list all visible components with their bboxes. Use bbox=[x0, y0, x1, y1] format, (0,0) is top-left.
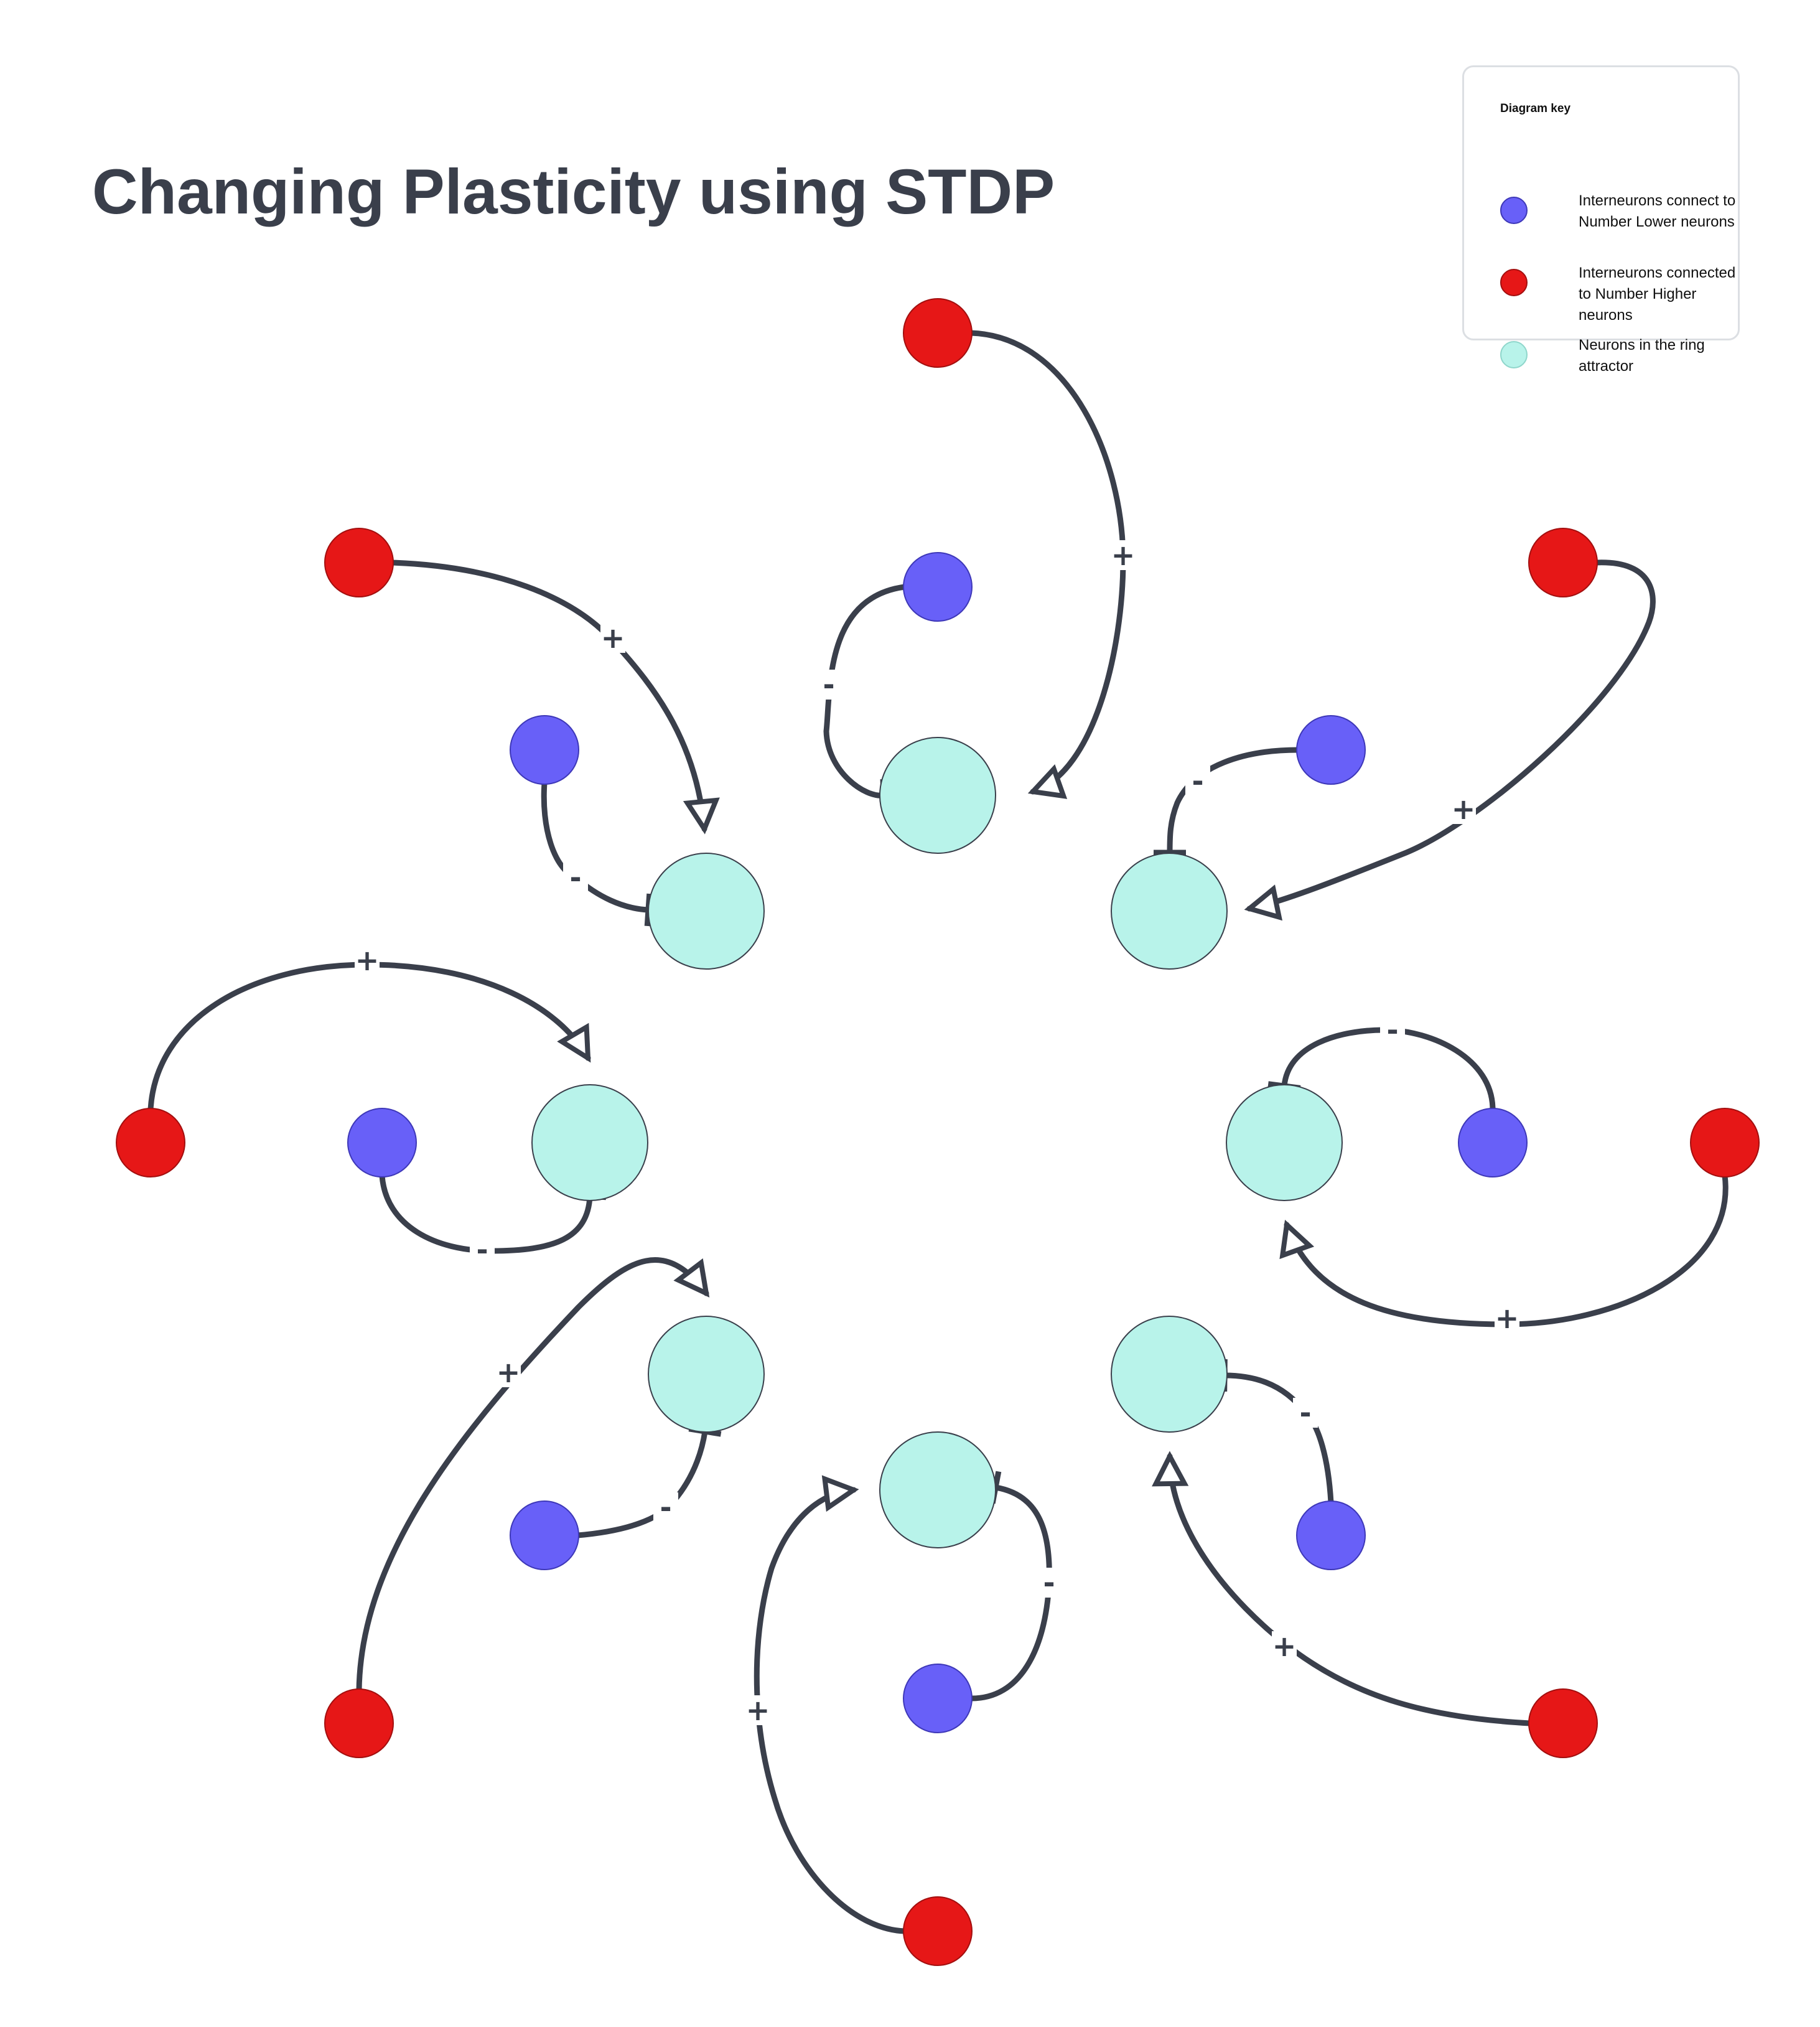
higher-interneuron-1 bbox=[1528, 528, 1598, 597]
ring-neuron-6 bbox=[531, 1084, 648, 1201]
inhibitory-sign-5: - bbox=[660, 1491, 671, 1524]
inhibitory-connection-3 bbox=[1221, 1372, 1334, 1505]
inhibitory-label-bg-6 bbox=[470, 1235, 495, 1265]
excitatory-sign-2: + bbox=[1495, 1301, 1519, 1335]
inhibitory-sign-4: - bbox=[1043, 1566, 1055, 1599]
excitatory-arrowhead-6 bbox=[557, 1023, 591, 1063]
inhibitory-label-bg-7 bbox=[563, 863, 588, 892]
ring-neuron-5 bbox=[648, 1316, 765, 1433]
higher-interneuron-7 bbox=[324, 528, 394, 597]
lower-interneuron-6 bbox=[347, 1108, 417, 1177]
red-circle-icon bbox=[1500, 269, 1528, 296]
lower-interneuron-3 bbox=[1296, 1500, 1366, 1570]
higher-interneuron-4 bbox=[903, 1896, 973, 1966]
excitatory-label-bg-7 bbox=[600, 623, 625, 653]
inhibitory-label-bg-0 bbox=[816, 670, 841, 700]
ring-neuron-7 bbox=[648, 853, 765, 970]
ring-neuron-0 bbox=[879, 737, 996, 854]
excitatory-sign-6: + bbox=[355, 943, 380, 977]
inhibitory-connection-7 bbox=[541, 780, 651, 913]
excitatory-connection-3 bbox=[1167, 1453, 1533, 1726]
legend-label-lower: Interneurons connect to Number Lower neu… bbox=[1579, 192, 1736, 230]
excitatory-arrowhead-1 bbox=[1244, 884, 1282, 921]
inhibitory-sign-7: - bbox=[569, 861, 581, 894]
inhibitory-connection-1 bbox=[1167, 747, 1301, 856]
excitatory-label-bg-5 bbox=[496, 1357, 521, 1387]
excitatory-sign-4: + bbox=[746, 1693, 770, 1727]
excitatory-arrowhead-2 bbox=[1279, 1219, 1315, 1260]
excitatory-label-bg-1 bbox=[1451, 794, 1476, 824]
connection-signs: + - + - + - + - + - + - + - + - bbox=[355, 538, 1519, 1727]
excitatory-sign-0: + bbox=[1111, 538, 1136, 572]
higher-interneuron-0 bbox=[903, 298, 973, 368]
excitatory-arrowhead-0 bbox=[1027, 764, 1068, 799]
excitatory-label-bg-3 bbox=[1272, 1631, 1297, 1661]
excitatory-sign-5: + bbox=[497, 1355, 521, 1389]
inhibitory-label-bg-4 bbox=[1037, 1568, 1062, 1598]
excitatory-arrowhead-5 bbox=[673, 1258, 710, 1298]
excitatory-connection-0 bbox=[968, 330, 1126, 795]
lower-interneuron-7 bbox=[510, 715, 579, 785]
higher-interneuron-6 bbox=[116, 1108, 185, 1177]
legend-label-higher: Interneurons connected to Number Higher … bbox=[1579, 264, 1736, 324]
inhibitory-label-bg-2 bbox=[1380, 1015, 1405, 1045]
excitatory-arrowhead-3 bbox=[1152, 1451, 1189, 1487]
excitatory-arrowhead-7 bbox=[683, 797, 720, 835]
inhibitory-sign-1: - bbox=[1192, 764, 1203, 798]
inhibitory-sign-6: - bbox=[476, 1233, 488, 1266]
ring-neuron-1 bbox=[1111, 853, 1228, 970]
excitatory-label-bg-4 bbox=[745, 1695, 770, 1725]
excitatory-sign-3: + bbox=[1272, 1629, 1297, 1663]
excitatory-sign-1: + bbox=[1452, 792, 1476, 826]
excitatory-connection-4 bbox=[754, 1487, 908, 1934]
inhibitory-label-bg-1 bbox=[1185, 766, 1210, 796]
lower-interneuron-1 bbox=[1296, 715, 1366, 785]
excitatory-label-bg-0 bbox=[1111, 540, 1136, 570]
lower-interneuron-5 bbox=[510, 1500, 579, 1570]
excitatory-connection-6 bbox=[147, 962, 591, 1113]
teal-circle-icon bbox=[1500, 341, 1528, 368]
excitatory-label-bg-6 bbox=[355, 945, 380, 975]
excitatory-arrowhead-4 bbox=[821, 1475, 859, 1512]
excitatory-sign-7: + bbox=[601, 621, 625, 655]
inhibitory-label-bg-3 bbox=[1293, 1398, 1318, 1428]
lower-interneuron-4 bbox=[903, 1664, 973, 1733]
ring-neuron-2 bbox=[1226, 1084, 1343, 1201]
higher-interneuron-2 bbox=[1690, 1108, 1760, 1177]
neurons bbox=[116, 298, 1760, 1966]
inhibitory-sign-0: - bbox=[823, 668, 834, 701]
excitatory-label-bg-2 bbox=[1495, 1303, 1519, 1333]
inhibitory-connection-5 bbox=[574, 1428, 708, 1538]
excitatory-connection-1 bbox=[1246, 559, 1656, 912]
blue-circle-icon bbox=[1500, 197, 1528, 224]
diagram-key-title: Diagram key bbox=[1500, 102, 1571, 115]
legend-label-ring: Neurons in the ring attractor bbox=[1579, 337, 1705, 375]
diagram-key: Diagram key Interneurons connect to Numb… bbox=[1462, 65, 1740, 375]
higher-interneuron-5 bbox=[324, 1688, 394, 1758]
inhibitory-sign-2: - bbox=[1386, 1013, 1398, 1047]
lower-interneuron-0 bbox=[903, 552, 973, 622]
inhibitory-sign-3: - bbox=[1299, 1396, 1311, 1430]
higher-interneuron-3 bbox=[1528, 1688, 1598, 1758]
excitatory-connection-7 bbox=[389, 559, 707, 832]
page-title: Changing Plasticity using STDP bbox=[92, 156, 1055, 227]
ring-neuron-4 bbox=[879, 1431, 996, 1548]
lower-interneuron-2 bbox=[1458, 1108, 1528, 1177]
inhibitory-connection-0 bbox=[823, 584, 908, 798]
ring-neuron-3 bbox=[1111, 1316, 1228, 1433]
inhibitory-label-bg-5 bbox=[653, 1492, 678, 1522]
excitatory-connection-5 bbox=[356, 1257, 709, 1693]
